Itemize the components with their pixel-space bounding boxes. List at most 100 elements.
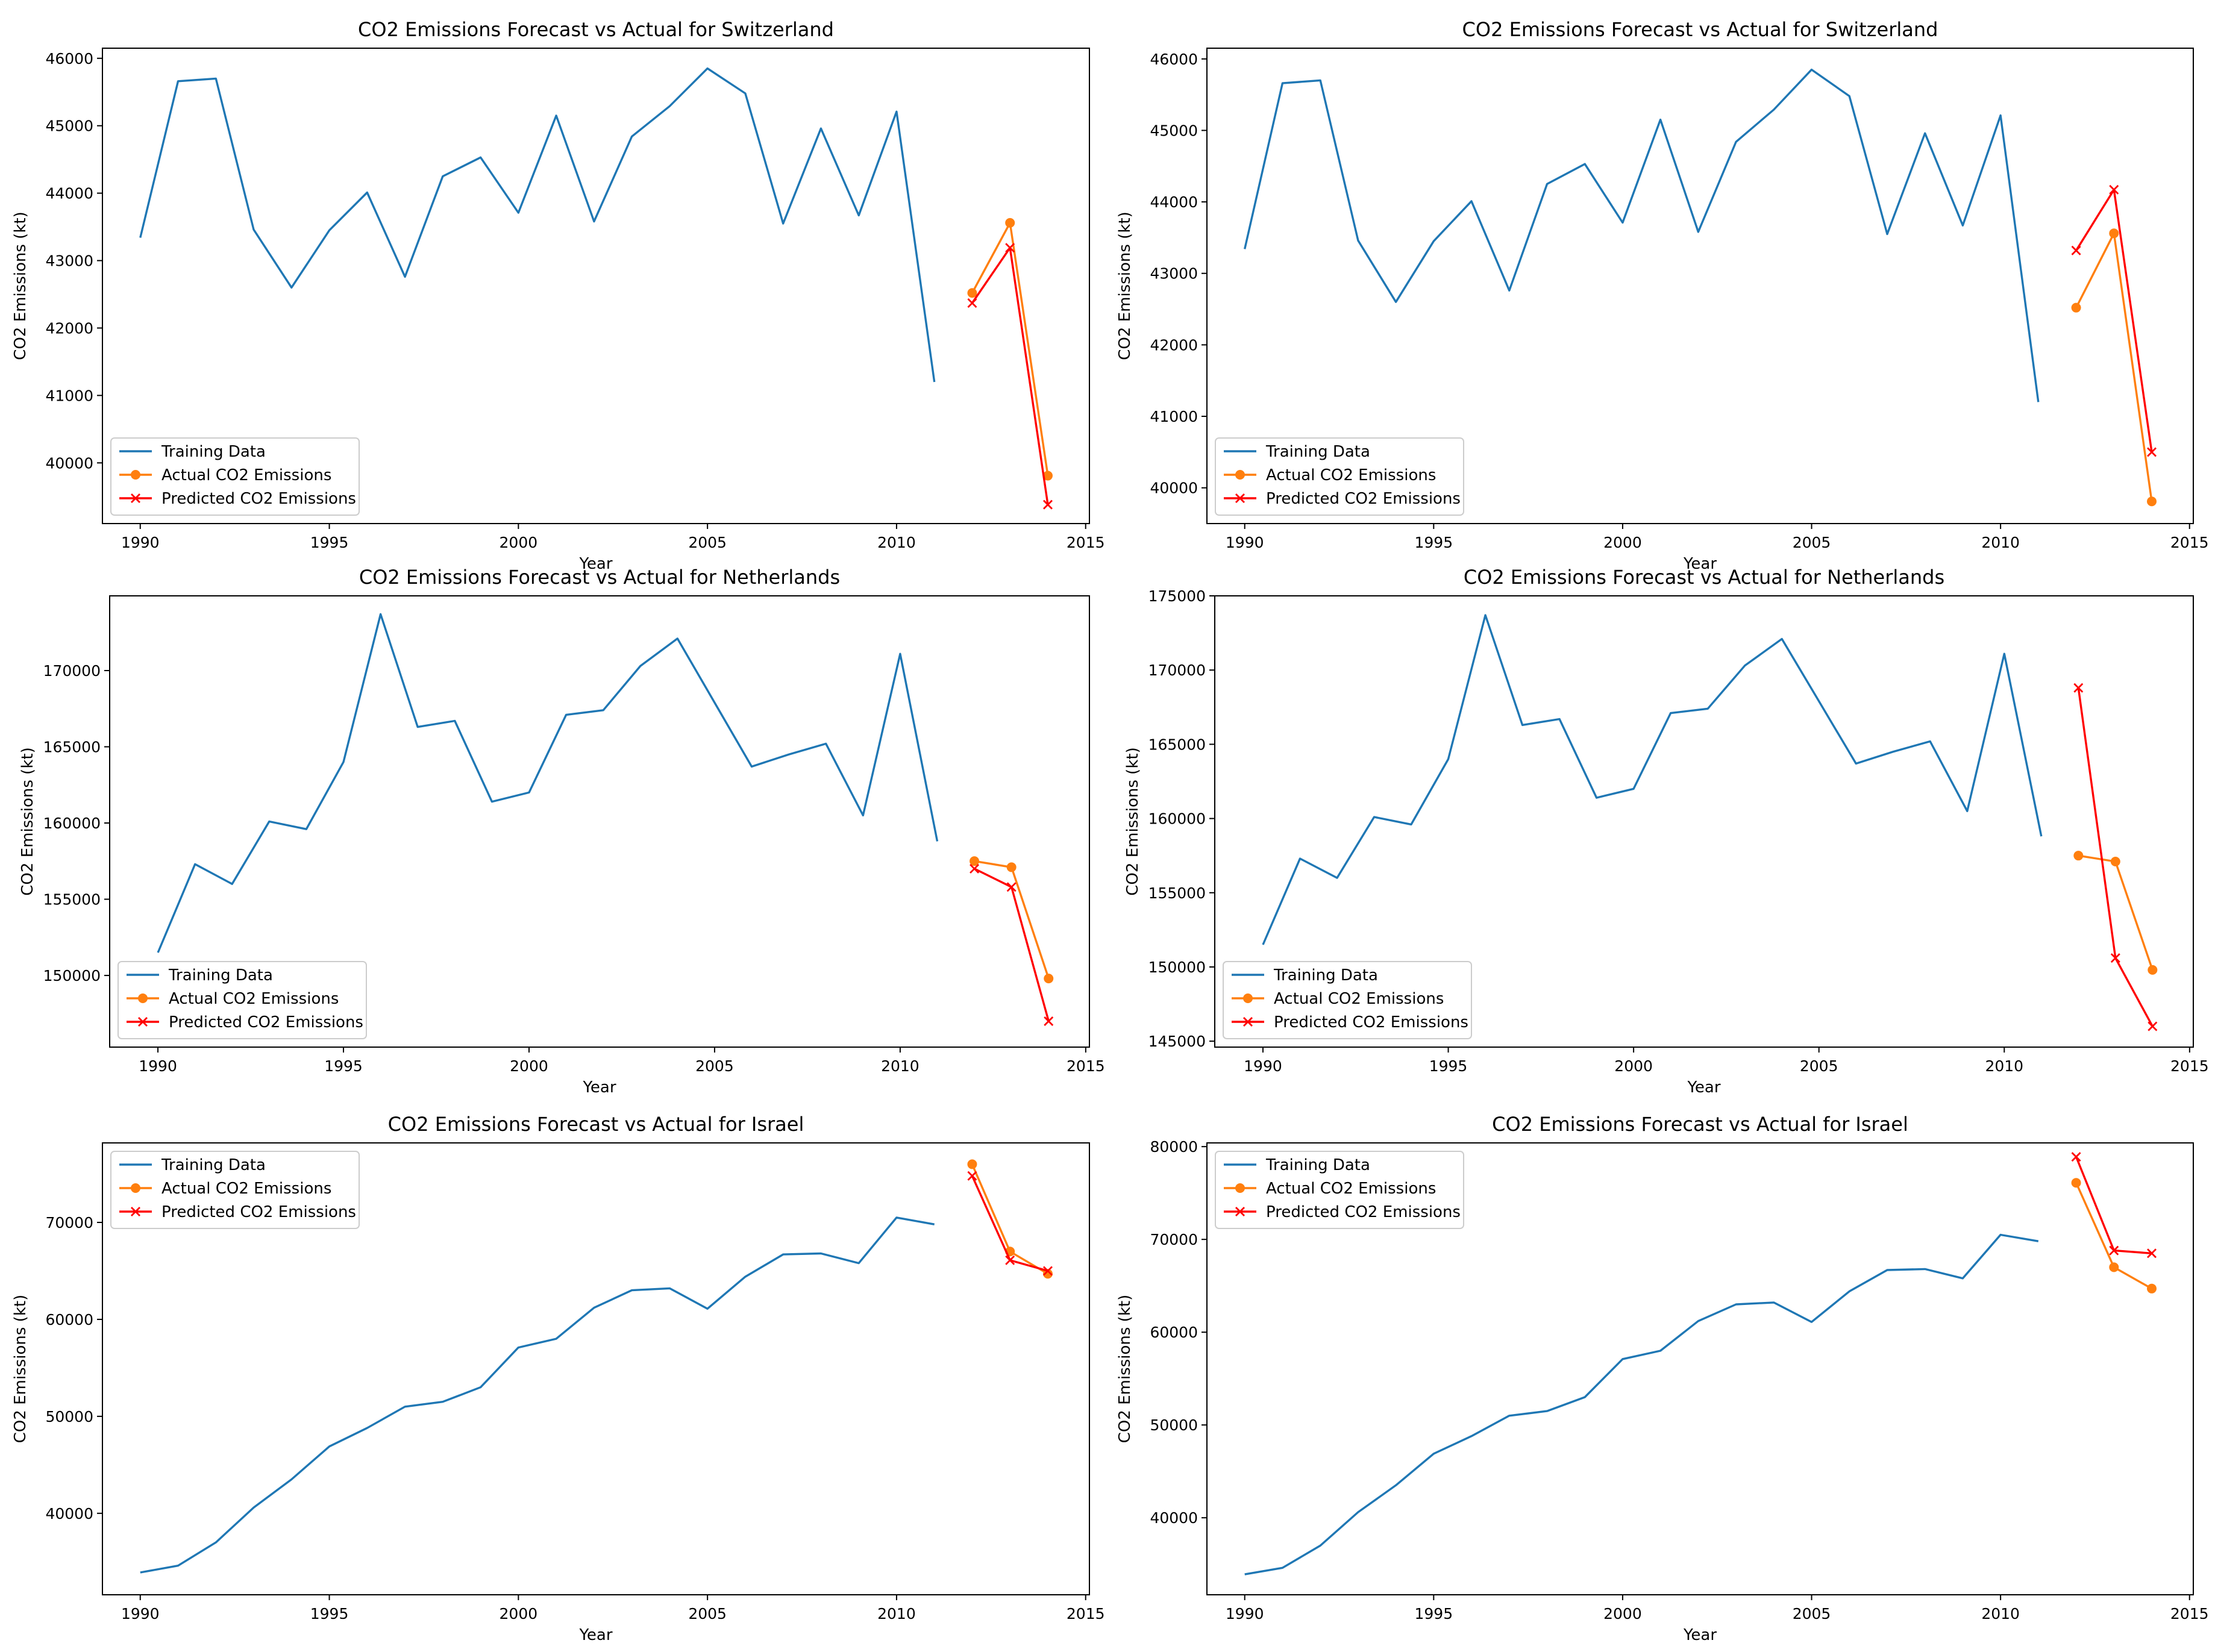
y-tick-label: 42000 <box>45 319 93 337</box>
legend-label: Predicted CO2 Emissions <box>1274 1013 1468 1031</box>
legend-item: Actual CO2 Emissions <box>127 990 339 1008</box>
predicted-point <box>2109 1245 2119 1256</box>
plot-area <box>140 1159 1053 1574</box>
x-tick-label: 2015 <box>2170 1605 2209 1622</box>
predicted-emissions-line <box>2075 1156 2152 1254</box>
x-tick-label: 2005 <box>1793 1605 1831 1622</box>
legend-box <box>1215 437 1464 516</box>
predicted-point <box>1006 882 1017 892</box>
y-tick-label: 155000 <box>43 891 101 909</box>
legend-item: Predicted CO2 Emissions <box>119 1203 356 1221</box>
legend-item: Predicted CO2 Emissions <box>1224 1203 1461 1221</box>
axes-frame <box>109 595 1090 1048</box>
axes-frame <box>102 1142 1090 1595</box>
predicted-point <box>2071 245 2081 255</box>
x-axis-label: Year <box>1683 555 1717 573</box>
x-tick-label: 1990 <box>121 534 160 551</box>
y-tick-label: 60000 <box>45 1311 93 1328</box>
x-tick-label: 2000 <box>1603 534 1642 551</box>
y-tick-label: 70000 <box>45 1214 93 1231</box>
legend-item: Predicted CO2 Emissions <box>127 1013 363 1031</box>
actual-point <box>1042 471 1053 481</box>
legend-marker <box>1235 1183 1245 1193</box>
legend-item: Actual CO2 Emissions <box>119 1180 331 1198</box>
x-tick-label: 1990 <box>1244 1057 1282 1075</box>
legend-label: Predicted CO2 Emissions <box>161 490 356 508</box>
x-tick-label: 2015 <box>1067 534 1105 551</box>
predicted-point <box>2110 953 2120 963</box>
legend-label: Predicted CO2 Emissions <box>169 1013 363 1031</box>
marker-stroke <box>2071 1152 2081 1162</box>
legend-marker <box>1235 1207 1245 1216</box>
x-tick-label: 1995 <box>1429 1057 1468 1075</box>
marker-stroke <box>2073 683 2084 693</box>
predicted-point <box>1042 1266 1053 1276</box>
x-tick-label: 2010 <box>1981 534 2020 551</box>
training-data-line <box>1262 614 2043 945</box>
y-tick-label: 165000 <box>1148 736 1206 753</box>
legend-marker <box>131 1183 140 1193</box>
actual-point <box>2110 857 2120 867</box>
legend: Training Data Actual CO2 Emissions Predict… <box>117 961 367 1039</box>
axes-frame <box>102 48 1090 524</box>
actual-emissions-line <box>971 1163 1048 1275</box>
legend-item: Actual CO2 Emissions <box>1232 990 1444 1008</box>
y-tick-label: 40000 <box>1150 480 1198 497</box>
predicted-point <box>2148 1021 2158 1031</box>
chart-title: CO2 Emissions Forecast vs Actual for Net… <box>1464 566 1944 589</box>
plot-area <box>1244 68 2157 507</box>
legend-box <box>1215 1151 1464 1229</box>
x-tick-label: 1990 <box>121 1605 160 1622</box>
plot-area <box>1262 614 2158 1031</box>
y-tick-label: 43000 <box>1150 265 1198 283</box>
actual-point <box>2109 1262 2119 1272</box>
x-tick-label: 2015 <box>1067 1605 1105 1622</box>
legend-label: Training Data <box>1265 1156 1370 1174</box>
subplot-1: CO2 Emissions Forecast vs Actual for Swi… <box>11 18 1105 573</box>
legend-marker <box>1235 493 1245 503</box>
y-tick-label: 40000 <box>1150 1509 1198 1527</box>
axes-frame <box>1214 595 2194 1048</box>
y-axis-label: CO2 Emissions (kt) <box>1124 747 1142 895</box>
y-axis-label: CO2 Emissions (kt) <box>1116 211 1134 360</box>
training-data-line <box>139 67 936 383</box>
legend: Training Data Actual CO2 Emissions Predict… <box>110 437 360 516</box>
legend-label: Training Data <box>161 1156 266 1174</box>
legend: Training Data Actual CO2 Emissions Predict… <box>110 1151 360 1229</box>
legend-marker <box>1243 993 1253 1003</box>
x-tick-label: 2010 <box>881 1057 920 1075</box>
training-data-line <box>157 613 939 953</box>
actual-point <box>1005 217 1015 228</box>
marker-stroke <box>1042 1266 1053 1276</box>
y-tick-label: 44000 <box>1150 193 1198 211</box>
y-tick-label: 41000 <box>1150 408 1198 425</box>
marker-stroke <box>2109 184 2119 195</box>
legend-item: Training Data <box>127 966 273 984</box>
x-tick-label: 2005 <box>688 1605 727 1622</box>
chart-title: CO2 Emissions Forecast vs Actual for Swi… <box>358 18 834 41</box>
x-tick-label: 2005 <box>695 1057 734 1075</box>
legend-item: Training Data <box>119 443 266 461</box>
legend-item: Training Data <box>119 1156 266 1174</box>
actual-point <box>967 288 977 298</box>
y-tick-label: 160000 <box>1148 810 1206 828</box>
marker-stroke <box>1044 1016 1054 1026</box>
actual-point <box>2148 965 2158 975</box>
y-tick-label: 42000 <box>1150 336 1198 354</box>
legend-label: Actual CO2 Emissions <box>1266 1180 1436 1198</box>
predicted-emissions-line <box>971 246 1049 505</box>
y-tick-label: 40000 <box>45 454 93 472</box>
y-tick-label: 41000 <box>45 387 93 404</box>
predicted-point <box>2071 1152 2081 1162</box>
legend-box <box>117 961 367 1039</box>
subplot-6: CO2 Emissions Forecast vs Actual for Isr… <box>1116 1113 2209 1644</box>
x-tick-label: 2005 <box>1793 534 1831 551</box>
marker-stroke <box>2109 1245 2119 1256</box>
legend-label: Training Data <box>161 443 266 461</box>
legend-label: Actual CO2 Emissions <box>169 990 339 1008</box>
y-tick-label: 175000 <box>1148 587 1206 605</box>
legend-box <box>110 437 360 516</box>
actual-emissions-line <box>974 860 1050 979</box>
subplot-4: CO2 Emissions Forecast vs Actual for Net… <box>1124 566 2209 1097</box>
